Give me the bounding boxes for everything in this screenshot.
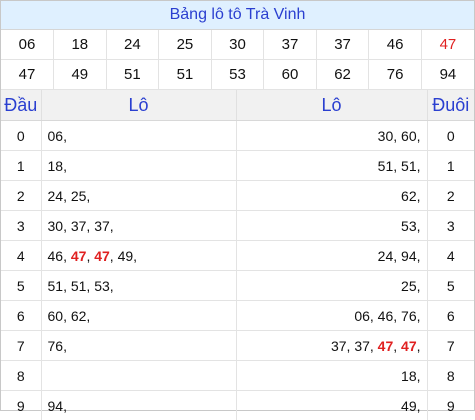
result-number: 30 [211, 30, 264, 60]
duoi-digit: 7 [427, 331, 474, 361]
lo-left-cell: 06, [41, 121, 236, 151]
lo-left-cell: 76, [41, 331, 236, 361]
lo-right-cell: 37, 37, 47, 47, [236, 331, 427, 361]
header-duoi: Đuôi [427, 90, 474, 121]
duoi-digit: 1 [427, 151, 474, 181]
board-title: Bảng lô tô Trà Vinh [1, 1, 474, 30]
lo-left-cell [41, 361, 236, 391]
dau-digit: 3 [1, 211, 41, 241]
highlighted-number: 47 [378, 338, 394, 354]
result-number: 37 [316, 30, 369, 60]
duoi-digit: 4 [427, 241, 474, 271]
result-number: 25 [159, 30, 212, 60]
dau-digit: 5 [1, 271, 41, 301]
lo-right-cell: 51, 51, [236, 151, 427, 181]
duoi-digit: 3 [427, 211, 474, 241]
duoi-digit: 6 [427, 301, 474, 331]
head-tail-header: Đầu Lô Lô Đuôi [1, 90, 474, 121]
result-number: 51 [106, 60, 159, 90]
header-dau: Đầu [1, 90, 41, 121]
result-number: 47 [1, 60, 54, 90]
duoi-digit: 8 [427, 361, 474, 391]
result-number: 51 [159, 60, 212, 90]
result-number: 76 [369, 60, 422, 90]
lo-left-cell: 18, [41, 151, 236, 181]
dau-digit: 6 [1, 301, 41, 331]
highlighted-number: 47 [94, 248, 110, 264]
header-lo-right: Lô [236, 90, 427, 121]
highlighted-number: 47 [401, 338, 417, 354]
result-number: 18 [54, 30, 107, 60]
duoi-digit: 5 [427, 271, 474, 301]
dau-digit: 8 [1, 361, 41, 391]
lo-right-cell: 62, [236, 181, 427, 211]
lo-left-cell: 51, 51, 53, [41, 271, 236, 301]
result-number: 53 [211, 60, 264, 90]
lo-left-cell: 30, 37, 37, [41, 211, 236, 241]
dau-digit: 4 [1, 241, 41, 271]
duoi-digit: 9 [427, 391, 474, 420]
result-number: 62 [316, 60, 369, 90]
result-number: 24 [106, 30, 159, 60]
result-number: 06 [1, 30, 54, 60]
lo-left-cell: 24, 25, [41, 181, 236, 211]
result-number: 47 [421, 30, 474, 60]
dau-digit: 9 [1, 391, 41, 420]
highlighted-number: 47 [71, 248, 87, 264]
dau-digit: 1 [1, 151, 41, 181]
lo-right-cell: 06, 46, 76, [236, 301, 427, 331]
lo-left-cell: 46, 47, 47, 49, [41, 241, 236, 271]
lo-left-cell: 60, 62, [41, 301, 236, 331]
result-number: 94 [421, 60, 474, 90]
lo-right-cell: 30, 60, [236, 121, 427, 151]
lo-right-cell: 53, [236, 211, 427, 241]
dau-digit: 2 [1, 181, 41, 211]
result-number: 49 [54, 60, 107, 90]
lo-right-cell: 18, [236, 361, 427, 391]
result-number: 60 [264, 60, 317, 90]
lo-right-cell: 49, [236, 391, 427, 420]
result-number: 37 [264, 30, 317, 60]
lo-left-cell: 94, [41, 391, 236, 420]
lo-right-cell: 24, 94, [236, 241, 427, 271]
dau-digit: 7 [1, 331, 41, 361]
header-lo-left: Lô [41, 90, 236, 121]
lo-right-cell: 25, [236, 271, 427, 301]
dau-digit: 0 [1, 121, 41, 151]
result-number: 46 [369, 30, 422, 60]
duoi-digit: 2 [427, 181, 474, 211]
duoi-digit: 0 [427, 121, 474, 151]
